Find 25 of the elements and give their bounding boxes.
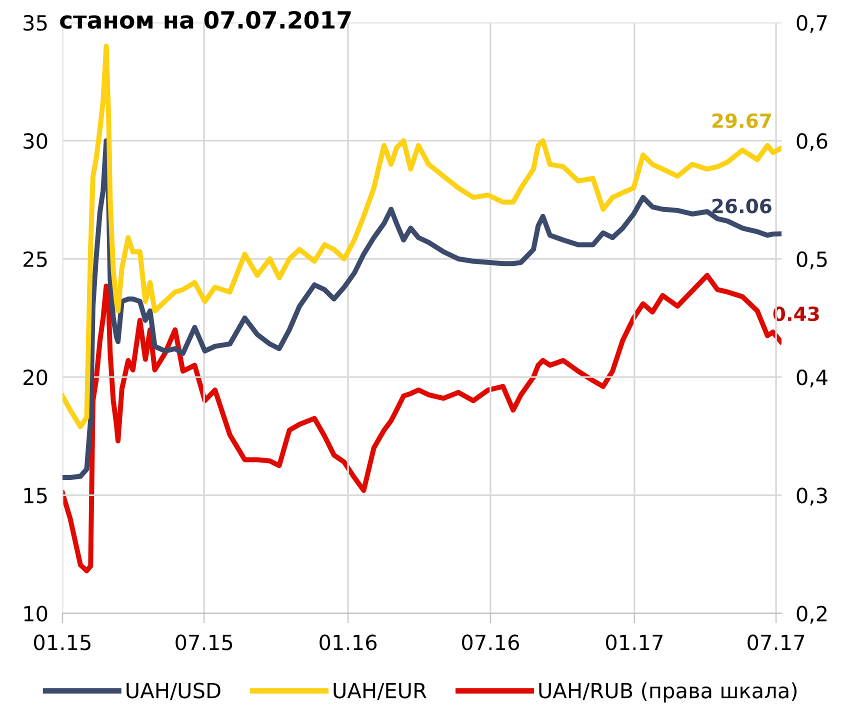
- legend-label: UAH/RUB (права шкала): [539, 682, 797, 702]
- y-tick-label: 30: [24, 133, 48, 149]
- y2-tick-label: 0,6: [796, 133, 828, 152]
- legend-label: UAH/USD: [126, 682, 220, 700]
- y2-tick-label: 0,3: [796, 488, 827, 506]
- legend-label: UAH/EUR: [334, 682, 426, 700]
- y2-tick-label: 0,5: [796, 251, 827, 270]
- data-label: 26.06: [712, 198, 772, 214]
- data-label: 0.43: [773, 306, 819, 322]
- chart-title: станом на 07.07.2017: [60, 10, 351, 29]
- x-tick-label: 01.15: [34, 634, 90, 650]
- y-tick-label: 20: [24, 369, 48, 386]
- y-tick-label: 15: [24, 488, 47, 504]
- y-tick-label: 35: [24, 15, 47, 31]
- x-tick-label: 07.15: [176, 634, 232, 650]
- y2-tick-label: 0,7: [796, 15, 827, 33]
- x-tick-label: 01.17: [606, 634, 662, 650]
- y-tick-label: 25: [24, 251, 47, 268]
- x-tick-label: 01.16: [320, 634, 377, 650]
- data-label: 29.67: [712, 113, 771, 128]
- y-tick-label: 10: [24, 606, 48, 622]
- x-tick-label: 07.17: [748, 634, 804, 650]
- y2-tick-label: 0,2: [796, 606, 826, 624]
- x-tick-label: 07.16: [462, 634, 519, 650]
- y2-tick-label: 0,4: [796, 369, 828, 388]
